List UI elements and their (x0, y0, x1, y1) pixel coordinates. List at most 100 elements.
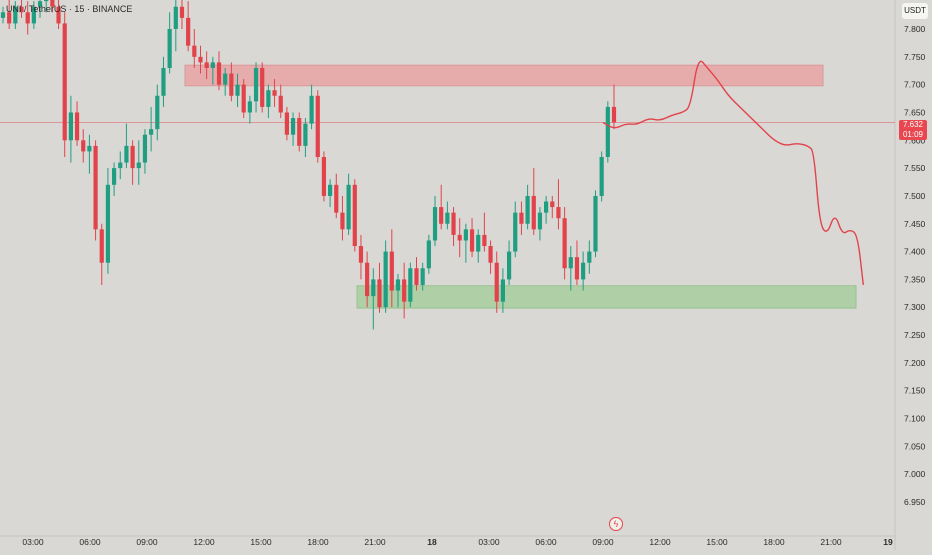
candle-body[interactable] (149, 129, 154, 135)
candle-body[interactable] (439, 207, 444, 224)
candle-body[interactable] (44, 0, 49, 2)
candle-body[interactable] (352, 184, 357, 247)
candle-body[interactable] (253, 67, 259, 102)
candle-body[interactable] (531, 195, 536, 230)
resistance-zone[interactable] (184, 64, 824, 87)
candle-body[interactable] (408, 268, 413, 302)
candle-body[interactable] (383, 251, 388, 308)
candle-body[interactable] (426, 240, 431, 269)
candle-body[interactable] (451, 212, 456, 235)
candle-body[interactable] (476, 234, 481, 252)
candle-body[interactable] (513, 212, 518, 252)
candle-body[interactable] (266, 90, 271, 107)
candle-body[interactable] (7, 12, 12, 24)
candle-body[interactable] (216, 62, 222, 85)
candle-body[interactable] (334, 184, 339, 213)
candle-body[interactable] (173, 6, 178, 29)
candle-body[interactable] (272, 90, 277, 96)
candle-body[interactable] (611, 106, 617, 123)
flash-icon[interactable]: ϟ (609, 517, 623, 531)
candle-body[interactable] (321, 156, 327, 196)
candle-body[interactable] (482, 234, 487, 247)
candle-body[interactable] (377, 279, 382, 308)
candle-body[interactable] (389, 251, 394, 291)
candle-body[interactable] (544, 201, 549, 213)
candle-body[interactable] (186, 17, 191, 46)
candle-body[interactable] (358, 246, 364, 263)
candle-body[interactable] (142, 134, 148, 163)
candle-body[interactable] (278, 95, 283, 113)
candle-body[interactable] (37, 1, 43, 7)
candle-body[interactable] (463, 229, 468, 241)
candle-body[interactable] (297, 118, 302, 146)
candle-body[interactable] (13, 6, 18, 24)
candle-body[interactable] (87, 145, 92, 152)
candle-body[interactable] (420, 268, 425, 285)
candle-body[interactable] (340, 212, 345, 230)
candle-body[interactable] (284, 112, 289, 135)
candle-body[interactable] (568, 257, 573, 269)
candle-body[interactable] (537, 212, 543, 230)
candle-body[interactable] (525, 195, 530, 224)
candle-body[interactable] (395, 279, 401, 291)
candle-body[interactable] (74, 112, 80, 141)
candle-body[interactable] (488, 246, 493, 263)
candle-body[interactable] (118, 162, 123, 169)
candle-body[interactable] (68, 112, 73, 141)
candle-body[interactable] (93, 145, 98, 230)
candle-body[interactable] (506, 251, 512, 280)
candle-body[interactable] (25, 12, 30, 24)
candle-body[interactable] (581, 262, 586, 280)
candle-body[interactable] (432, 207, 438, 241)
candle-body[interactable] (346, 184, 351, 230)
candle-body[interactable] (62, 23, 67, 141)
candle-body[interactable] (204, 62, 209, 68)
candle-body[interactable] (167, 29, 172, 68)
candle-body[interactable] (229, 73, 234, 96)
candle-body[interactable] (315, 95, 320, 157)
candle-body[interactable] (371, 279, 376, 297)
currency-unit-button[interactable]: USDT (902, 3, 928, 19)
candle-body[interactable] (365, 262, 370, 297)
candle-body[interactable] (19, 6, 24, 13)
candle-body[interactable] (599, 156, 604, 196)
candle-body[interactable] (587, 251, 592, 263)
candle-body[interactable] (519, 212, 524, 224)
candle-body[interactable] (235, 84, 240, 96)
candle-body[interactable] (469, 229, 475, 252)
candle-body[interactable] (550, 201, 555, 208)
candle-body[interactable] (155, 95, 160, 130)
candle-body[interactable] (303, 123, 308, 146)
candle-body[interactable] (136, 162, 141, 169)
candle-body[interactable] (124, 145, 129, 163)
candle-body[interactable] (414, 268, 419, 285)
candle-body[interactable] (130, 145, 135, 169)
candle-body[interactable] (31, 6, 36, 24)
candle-body[interactable] (593, 195, 598, 252)
candle-body[interactable] (223, 73, 228, 85)
candle-body[interactable] (179, 6, 185, 18)
candle-body[interactable] (198, 56, 203, 63)
candle-body[interactable] (445, 212, 450, 224)
candle-body[interactable] (161, 67, 166, 96)
candle-body[interactable] (0, 12, 6, 18)
candle-body[interactable] (192, 45, 197, 57)
candle-body[interactable] (562, 218, 567, 269)
candle-body[interactable] (111, 168, 117, 185)
candle-body[interactable] (402, 279, 407, 302)
candle-body[interactable] (247, 101, 252, 113)
candle-body[interactable] (309, 95, 314, 124)
candle-body[interactable] (99, 229, 104, 263)
candle-body[interactable] (105, 184, 111, 263)
candle-body[interactable] (605, 106, 610, 157)
candle-body[interactable] (81, 140, 86, 152)
support-zone[interactable] (356, 285, 857, 309)
candle-body[interactable] (241, 84, 246, 113)
candle-body[interactable] (556, 207, 561, 219)
candle-body[interactable] (500, 279, 506, 302)
candle-body[interactable] (210, 62, 215, 68)
candle-body[interactable] (494, 262, 499, 302)
candle-body[interactable] (290, 118, 296, 135)
